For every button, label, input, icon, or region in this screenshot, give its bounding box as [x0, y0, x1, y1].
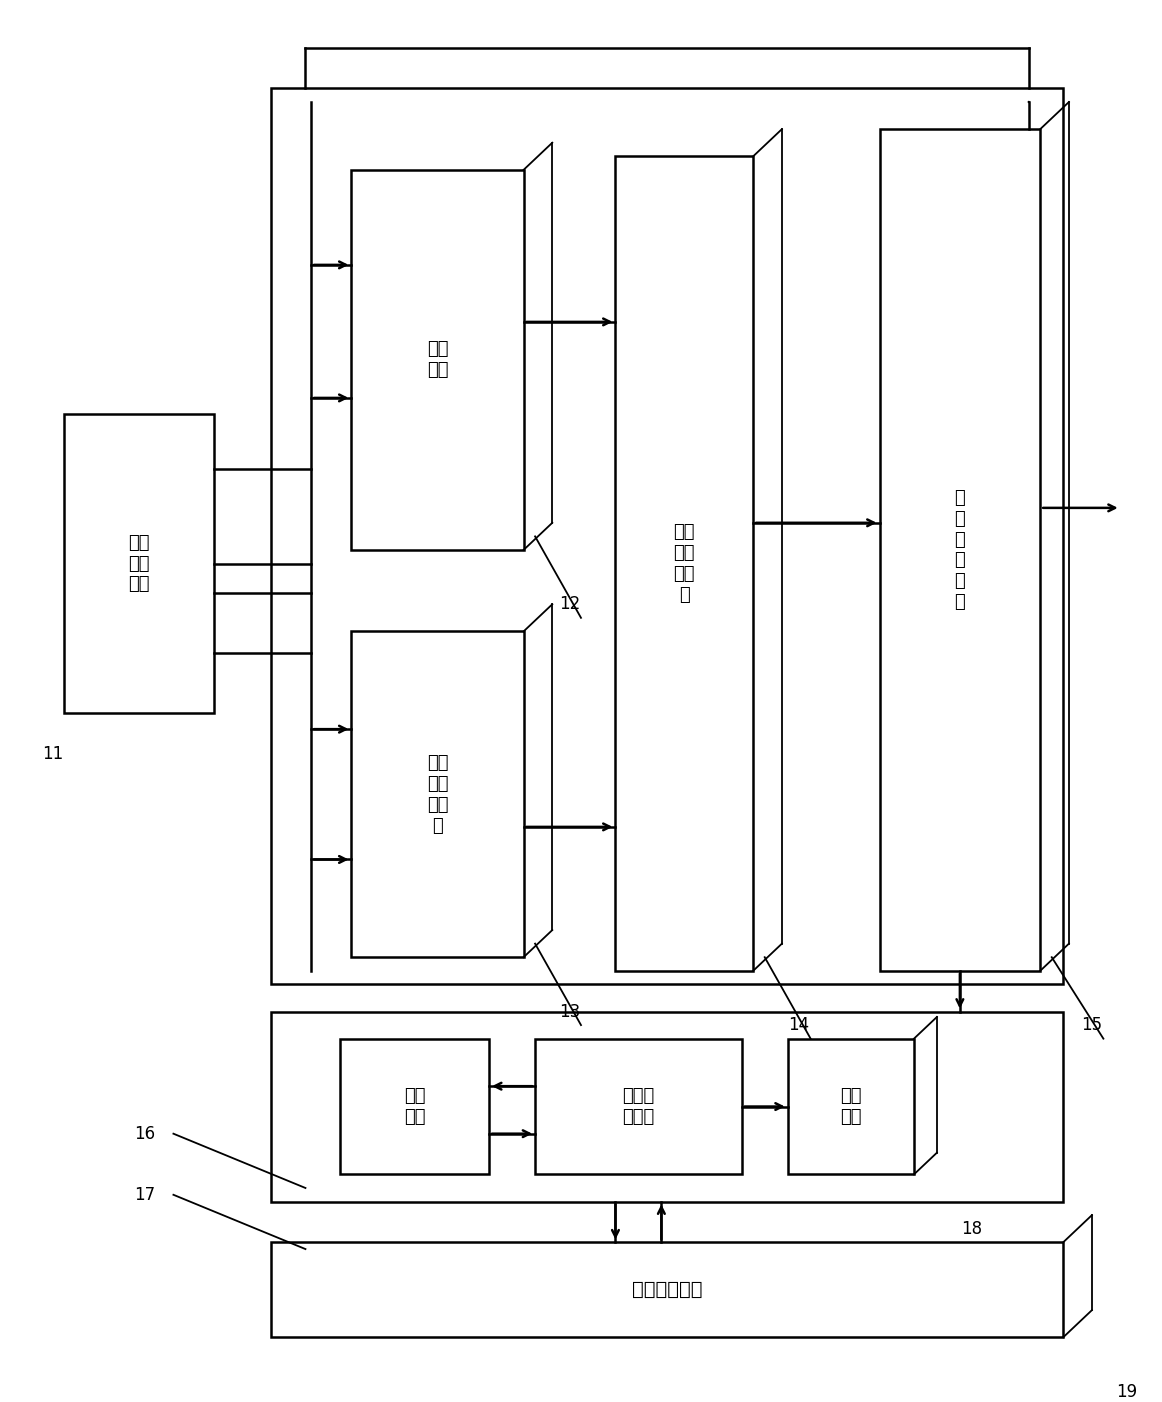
Text: 低层存储系统: 低层存储系统 [632, 1280, 702, 1300]
Bar [616, 156, 753, 970]
Text: 19: 19 [1116, 1382, 1136, 1401]
Text: 预测
装置: 预测 装置 [403, 1087, 425, 1126]
Text: 12: 12 [559, 596, 580, 613]
Text: 虚实
地址
转换
表: 虚实 地址 转换 表 [426, 754, 449, 834]
Bar [351, 170, 524, 550]
Text: 地址
计算
部件: 地址 计算 部件 [128, 534, 150, 593]
Text: 14: 14 [789, 1016, 810, 1035]
Text: 访存失
效队列: 访存失 效队列 [623, 1087, 654, 1126]
Bar [271, 1011, 1063, 1202]
Text: 标志
位比
较部
件: 标志 位比 较部 件 [674, 523, 695, 604]
Bar [535, 1039, 741, 1175]
Text: 17: 17 [134, 1186, 156, 1204]
Bar [340, 1039, 489, 1175]
Text: 11: 11 [42, 744, 64, 763]
Text: 16: 16 [134, 1124, 156, 1143]
Bar [880, 129, 1040, 970]
Bar [271, 1242, 1063, 1338]
Text: 15: 15 [1082, 1016, 1103, 1035]
Bar [271, 88, 1063, 984]
Text: 高速
缓存: 高速 缓存 [426, 341, 449, 380]
Text: 13: 13 [559, 1002, 580, 1021]
Bar [788, 1039, 914, 1175]
Bar [351, 631, 524, 958]
Text: 写回
队列: 写回 队列 [840, 1087, 861, 1126]
Bar [64, 414, 214, 712]
Text: 18: 18 [961, 1220, 982, 1238]
Text: 存
储
管
理
队
列: 存 储 管 理 队 列 [954, 489, 966, 611]
